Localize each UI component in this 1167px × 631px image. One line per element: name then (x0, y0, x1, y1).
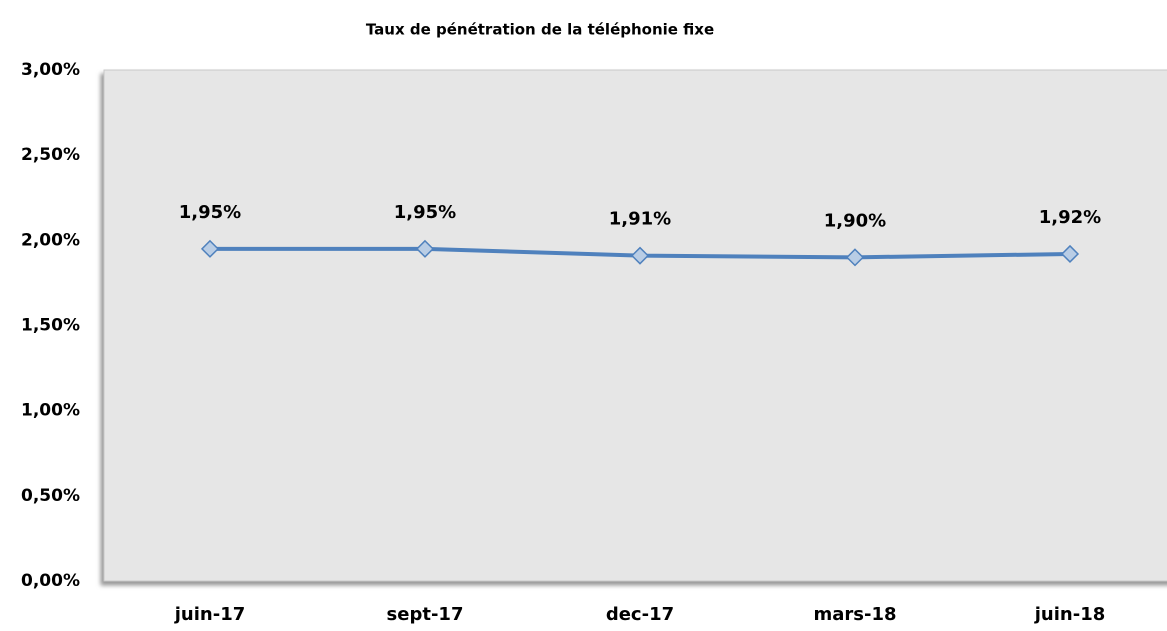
data-label: 1,95% (179, 202, 241, 223)
y-tick-label: 0,00% (21, 571, 80, 591)
y-tick-label: 2,50% (21, 145, 80, 165)
x-tick-label: juin-17 (174, 604, 246, 625)
chart-title: Taux de pénétration de la téléphonie fix… (366, 21, 714, 39)
x-tick-label: dec-17 (606, 604, 674, 625)
y-tick-label: 1,50% (21, 316, 80, 336)
marker (200, 239, 220, 258)
plot-area (103, 69, 1167, 582)
marker (845, 248, 865, 267)
y-tick-label: 3,00% (21, 60, 80, 80)
data-label: 1,92% (1039, 207, 1101, 228)
marker (630, 246, 650, 265)
data-label: 1,91% (609, 209, 671, 230)
y-tick-label: 2,00% (21, 230, 80, 250)
x-tick-label: sept-17 (387, 604, 464, 625)
y-tick-label: 1,00% (21, 401, 80, 421)
x-tick-label: juin-18 (1034, 604, 1106, 625)
data-label: 1,95% (394, 202, 456, 223)
marker (415, 239, 435, 258)
data-label: 1,90% (824, 210, 886, 231)
y-tick-label: 0,50% (21, 486, 80, 506)
x-tick-label: mars-18 (813, 604, 896, 625)
marker (1060, 244, 1080, 264)
